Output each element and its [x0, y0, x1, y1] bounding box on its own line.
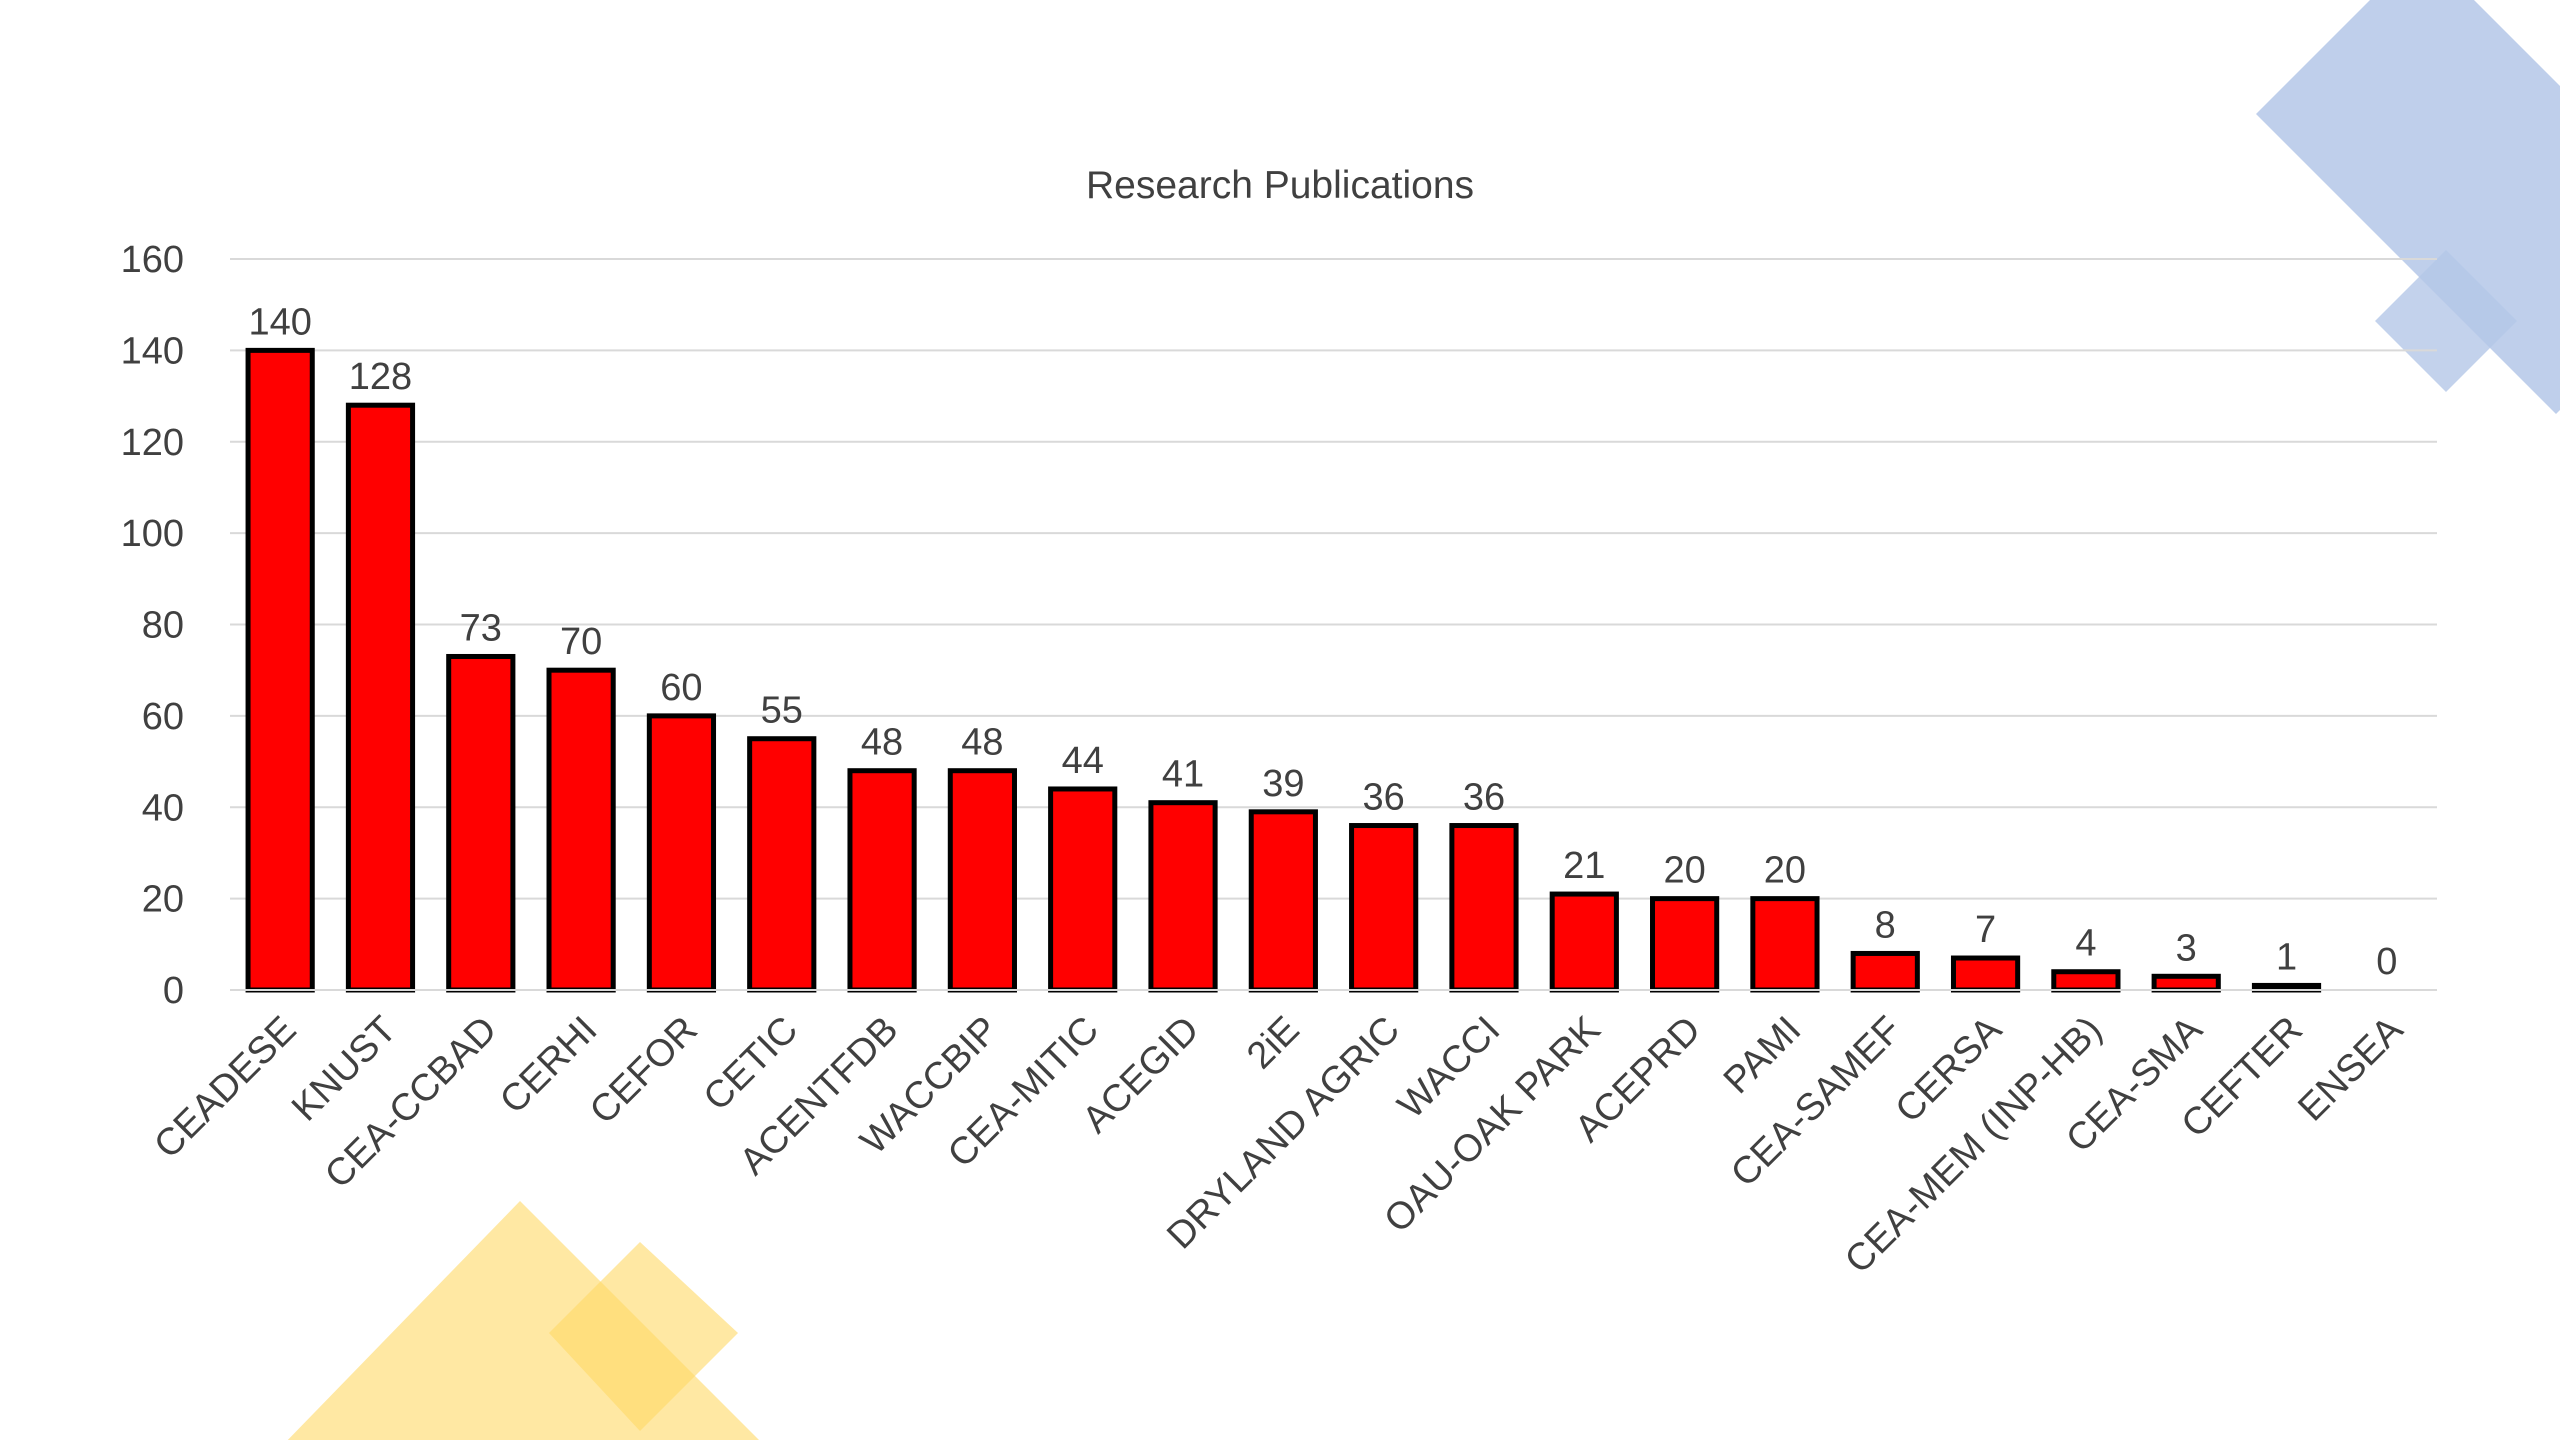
y-tick-label: 0 — [163, 970, 184, 1012]
data-label: 8 — [1875, 904, 1896, 946]
chart-title: Research Publications — [1086, 164, 1474, 207]
decor-yellow-diamonds — [287, 1201, 759, 1440]
bars — [245, 347, 2322, 993]
data-label: 0 — [2376, 941, 2397, 983]
bar — [2151, 973, 2221, 993]
bar — [646, 713, 717, 993]
category-label: ENSEA — [2290, 1008, 2411, 1129]
bar — [345, 402, 416, 993]
data-label: 44 — [1062, 740, 1104, 782]
y-tick-label: 140 — [121, 330, 184, 372]
data-label: 48 — [961, 722, 1003, 764]
category-label: CEADESE — [146, 1009, 304, 1167]
data-label: 48 — [861, 722, 903, 764]
y-tick-label: 100 — [121, 513, 184, 555]
data-label: 21 — [1563, 845, 1605, 887]
data-label: 60 — [660, 667, 702, 709]
data-label: 4 — [2075, 923, 2096, 965]
bar — [1248, 809, 1318, 993]
data-label: 1 — [2276, 936, 2297, 978]
data-label: 36 — [1463, 777, 1505, 819]
bar — [1650, 896, 1720, 993]
bar — [446, 653, 516, 993]
category-label: CEFOR — [582, 1009, 706, 1133]
bar — [245, 347, 315, 993]
bar — [747, 736, 817, 993]
bar — [1349, 823, 1419, 993]
data-label: 20 — [1663, 850, 1705, 892]
data-label: 128 — [349, 356, 412, 398]
decor-blue-diamonds — [2256, 0, 2560, 414]
y-axis: 0 20 40 60 80 100 120 140 160 — [121, 239, 184, 1012]
bar — [1950, 955, 2021, 993]
data-label: 7 — [1975, 909, 1996, 951]
decor-blue-diamond-small — [2375, 250, 2517, 392]
y-tick-label: 40 — [142, 787, 184, 829]
data-label: 140 — [248, 301, 311, 343]
decor-yellow-diamond-small — [549, 1242, 738, 1431]
y-tick-label: 120 — [121, 422, 184, 464]
bar — [1549, 891, 1619, 993]
data-label: 20 — [1764, 850, 1806, 892]
bar — [1048, 786, 1118, 993]
category-label: 2iE — [1239, 1009, 1308, 1078]
data-label: 36 — [1363, 777, 1405, 819]
y-tick-label: 80 — [142, 605, 184, 647]
data-label: 70 — [560, 621, 602, 663]
bar — [546, 667, 616, 993]
bar — [1449, 823, 1519, 993]
data-label: 39 — [1262, 763, 1304, 805]
data-label: 55 — [761, 690, 803, 732]
data-label: 41 — [1162, 754, 1204, 796]
bar — [847, 768, 917, 993]
bar — [947, 768, 1017, 993]
bar — [1148, 800, 1218, 993]
bar — [1750, 896, 1820, 993]
data-labels: 140 128 73 70 60 55 48 48 44 41 39 36 36 21 20 20 8 7 4 3 1 0 — [248, 301, 2397, 983]
y-tick-label: 20 — [142, 879, 184, 921]
data-label: 3 — [2176, 927, 2197, 969]
category-label: PAMI — [1716, 1009, 1809, 1102]
bar — [1850, 950, 1920, 993]
category-label: CEA-CCBAD — [317, 1009, 505, 1197]
y-tick-label: 60 — [142, 696, 184, 738]
bar — [2051, 969, 2121, 993]
y-tick-label: 160 — [121, 239, 184, 281]
data-label: 73 — [460, 607, 502, 649]
